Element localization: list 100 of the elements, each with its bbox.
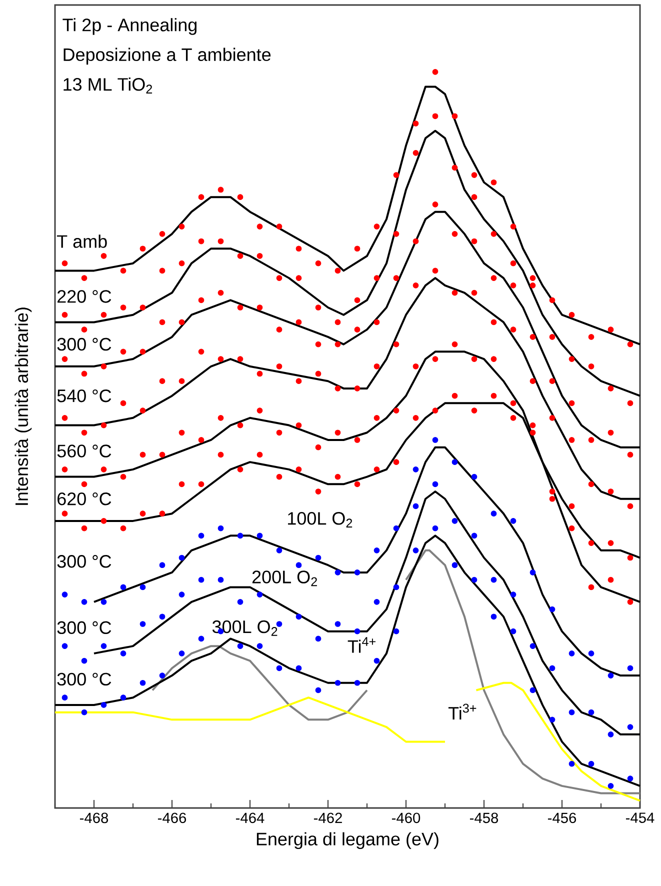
point: [296, 422, 302, 428]
point: [237, 598, 244, 605]
point: [62, 592, 68, 598]
point: [627, 554, 634, 561]
point: [81, 525, 88, 532]
point: [334, 680, 341, 686]
point: [178, 650, 185, 656]
point: [334, 430, 341, 436]
point: [393, 230, 400, 237]
point: [178, 378, 185, 384]
point: [100, 598, 107, 605]
chart-title: Ti 2p - Annealing: [62, 18, 196, 35]
point: [198, 481, 204, 488]
point: [432, 69, 438, 75]
point: [120, 268, 126, 274]
point: [530, 430, 536, 436]
point: [334, 268, 341, 274]
point: [315, 444, 322, 450]
point: [608, 326, 614, 333]
point: [471, 238, 478, 244]
point: [237, 422, 244, 428]
point: [490, 392, 497, 399]
point: [100, 643, 107, 650]
point: [568, 760, 575, 767]
point: [588, 363, 594, 370]
point: [315, 687, 322, 694]
point: [120, 348, 126, 355]
point: [256, 592, 263, 598]
point: [530, 282, 536, 288]
point: [296, 665, 302, 672]
point: [452, 562, 458, 568]
point: [296, 246, 302, 252]
point: [276, 224, 282, 230]
point: [256, 370, 263, 377]
point: [218, 414, 224, 421]
point: [627, 503, 634, 510]
point: [608, 782, 614, 789]
point: [510, 260, 516, 266]
point: [549, 665, 556, 672]
point: [334, 341, 341, 348]
point: [276, 547, 282, 554]
point: [315, 304, 322, 310]
point: [296, 614, 302, 620]
point: [81, 370, 88, 377]
point: [510, 518, 516, 524]
point: [276, 474, 282, 480]
point: [452, 392, 458, 399]
point: [471, 290, 478, 296]
point: [568, 503, 575, 510]
point: [393, 584, 400, 590]
point: [218, 525, 224, 532]
point: [471, 576, 478, 583]
annotation: 300L O$_{2}$: [212, 620, 278, 636]
point: [412, 282, 419, 288]
point: [178, 430, 185, 436]
point: [530, 378, 536, 384]
point: [432, 356, 438, 362]
point: [256, 304, 263, 310]
point: [549, 334, 556, 340]
point: [412, 363, 419, 370]
point: [81, 326, 88, 333]
point: [198, 532, 204, 539]
point: [198, 238, 204, 244]
point: [256, 532, 263, 539]
point: [490, 510, 497, 517]
point: [568, 437, 575, 443]
point: [510, 282, 516, 288]
point: [510, 592, 516, 598]
series-label: 560 °C: [57, 444, 112, 458]
point: [412, 547, 419, 554]
point: [276, 363, 282, 370]
point: [412, 120, 419, 126]
point: [237, 304, 244, 310]
point: [120, 584, 126, 590]
point: [198, 437, 204, 443]
point: [588, 584, 594, 590]
x-tick-label: -460: [392, 812, 420, 824]
point: [510, 628, 516, 634]
point: [412, 150, 419, 156]
point: [315, 636, 322, 642]
point: [471, 172, 478, 178]
point: [256, 408, 263, 414]
point: [568, 709, 575, 716]
point: [178, 592, 185, 598]
point: [549, 606, 556, 612]
point: [490, 356, 497, 362]
point: [198, 576, 204, 583]
point: [256, 643, 263, 650]
x-tick-label: -468: [80, 812, 108, 824]
point: [452, 113, 458, 120]
point: [296, 378, 302, 384]
point: [549, 297, 556, 304]
point: [432, 525, 438, 532]
point: [100, 363, 107, 370]
point: [140, 348, 146, 355]
annotation: Ti$^{4+}$: [348, 637, 376, 653]
series-label: 300 °C: [57, 672, 112, 686]
point: [471, 194, 478, 200]
point: [393, 341, 400, 348]
series-label: 300 °C: [57, 555, 112, 568]
